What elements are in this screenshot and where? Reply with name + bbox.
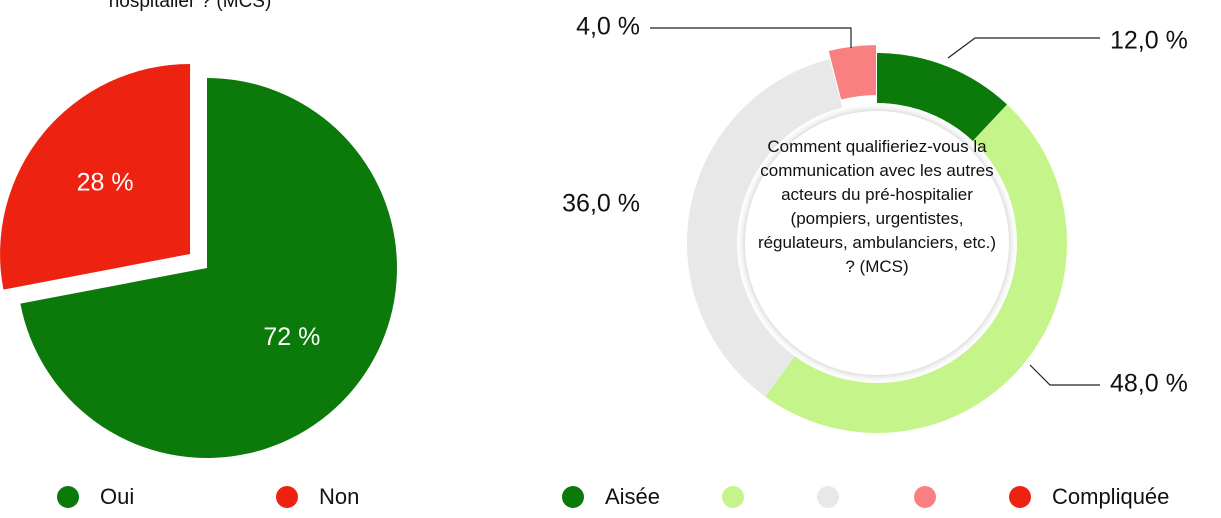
chart-title: hospitalier ? (MCS) [109, 0, 272, 12]
legend-label: Non [319, 484, 359, 509]
legend-swatch [57, 486, 79, 508]
donut-slice [686, 58, 843, 397]
chart-title: Comment qualifieriez-vous la communicati… [757, 137, 997, 276]
center-disc [745, 111, 1009, 375]
center-title-box: Comment qualifieriez-vous la communicati… [757, 137, 997, 276]
legend-swatch [817, 486, 839, 508]
data-label: 72 % [263, 323, 320, 351]
legend-swatch [722, 486, 744, 508]
leader-line [947, 37, 1100, 59]
pie-slice [0, 63, 191, 290]
legend-label: Aisée [605, 484, 660, 509]
donut-slice [765, 104, 1068, 434]
data-label: 12,0 % [1110, 27, 1188, 55]
legend-label: Oui [100, 484, 134, 509]
data-label: 36,0 % [562, 190, 640, 218]
legend-swatch [914, 486, 936, 508]
donut-slice [828, 45, 876, 100]
legend-swatch [562, 486, 584, 508]
legend-swatch [276, 486, 298, 508]
data-label: 28 % [77, 168, 134, 196]
legend-swatch [1009, 486, 1031, 508]
legend-label: Compliquée [1052, 484, 1169, 509]
leader-line [650, 27, 852, 48]
leader-line [1029, 364, 1100, 386]
data-label: 48,0 % [1110, 370, 1188, 398]
donut-slice [877, 53, 1008, 141]
data-label: 4,0 % [576, 13, 640, 41]
pie-slice [20, 78, 398, 458]
